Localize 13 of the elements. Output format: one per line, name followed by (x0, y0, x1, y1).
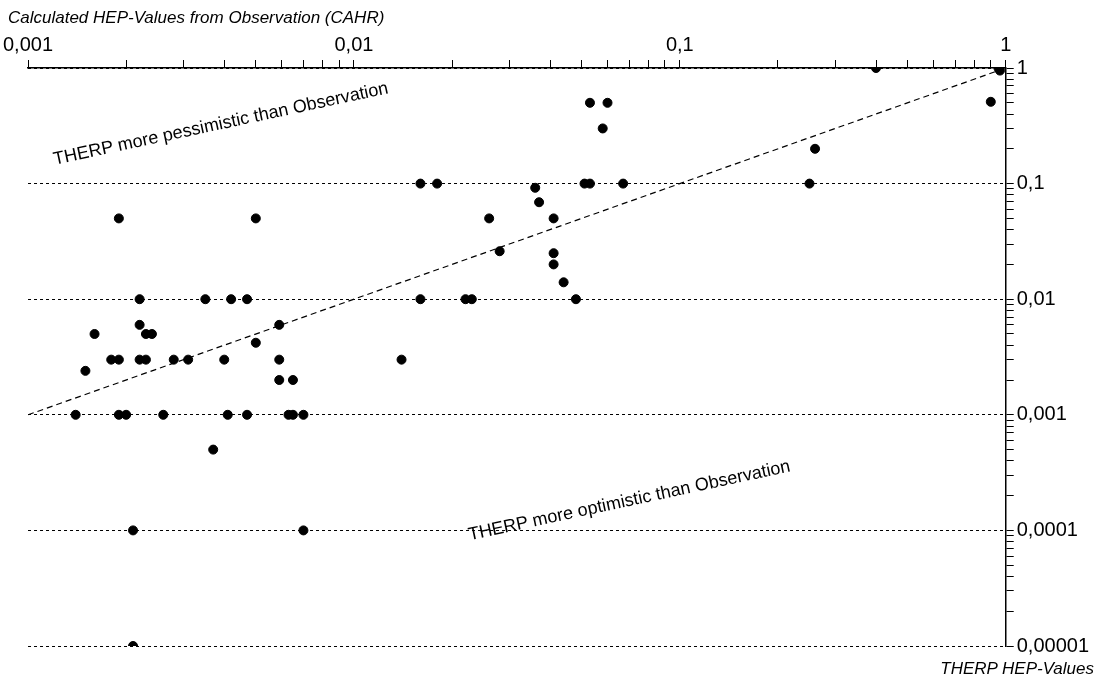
y-tick-label: 1 (1016, 55, 1028, 78)
x-tick-label: 0,001 (2, 32, 54, 55)
x-tick-label: 1 (1000, 32, 1012, 55)
y-tick-label: 0,001 (1016, 402, 1067, 425)
x-axis-title: Calculated HEP-Values from Observation (CAHR) (8, 8, 385, 28)
y-axis-title: THERP HEP-Values (940, 659, 1095, 679)
y-tick-label: 0,0001 (1016, 517, 1078, 540)
y-tick-label: 0,01 (1016, 286, 1056, 309)
y-tick-label: 0,1 (1016, 171, 1045, 194)
y-tick-label: 0,00001 (1016, 633, 1089, 656)
annotation: THERP more optimistic than Observation (466, 455, 792, 545)
x-tick-label: 0,01 (334, 32, 374, 55)
x-tick-label: 0,1 (665, 32, 694, 55)
